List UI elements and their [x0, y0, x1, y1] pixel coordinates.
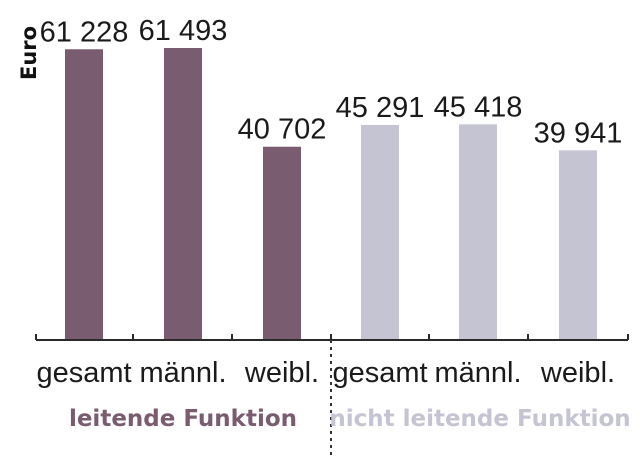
y-axis-label: Euro — [17, 26, 41, 80]
category-label-3: weibl. — [244, 357, 319, 389]
bar-1 — [65, 49, 103, 340]
value-label-4: 45 291 — [336, 92, 425, 124]
bar-6 — [559, 150, 597, 340]
category-label-5: männl. — [434, 357, 521, 389]
category-label-2: männl. — [139, 357, 226, 389]
group-labels-layer: leitende Funktion nicht leitende Funktion — [69, 406, 631, 432]
category-label-6: weibl. — [540, 357, 615, 389]
value-label-5: 45 418 — [434, 91, 523, 123]
bar-3 — [263, 146, 301, 340]
bar-2 — [164, 48, 202, 340]
bar-5 — [459, 124, 497, 340]
value-labels-layer: 61 228 61 493 40 702 45 291 45 418 39 941 — [40, 15, 623, 149]
group-label-2: nicht leitende Funktion — [329, 406, 630, 432]
x-axis — [35, 334, 629, 455]
bars-layer — [65, 48, 597, 340]
category-label-4: gesamt — [332, 357, 427, 389]
value-label-1: 61 228 — [40, 16, 129, 48]
value-label-2: 61 493 — [139, 15, 228, 47]
value-label-3: 40 702 — [238, 114, 327, 146]
category-labels-layer: gesamt männl. weibl. gesamt männl. weibl. — [36, 357, 615, 389]
value-label-6: 39 941 — [534, 117, 623, 149]
bar-4 — [361, 124, 399, 340]
group-label-1: leitende Funktion — [69, 406, 297, 432]
category-label-1: gesamt — [36, 357, 131, 389]
